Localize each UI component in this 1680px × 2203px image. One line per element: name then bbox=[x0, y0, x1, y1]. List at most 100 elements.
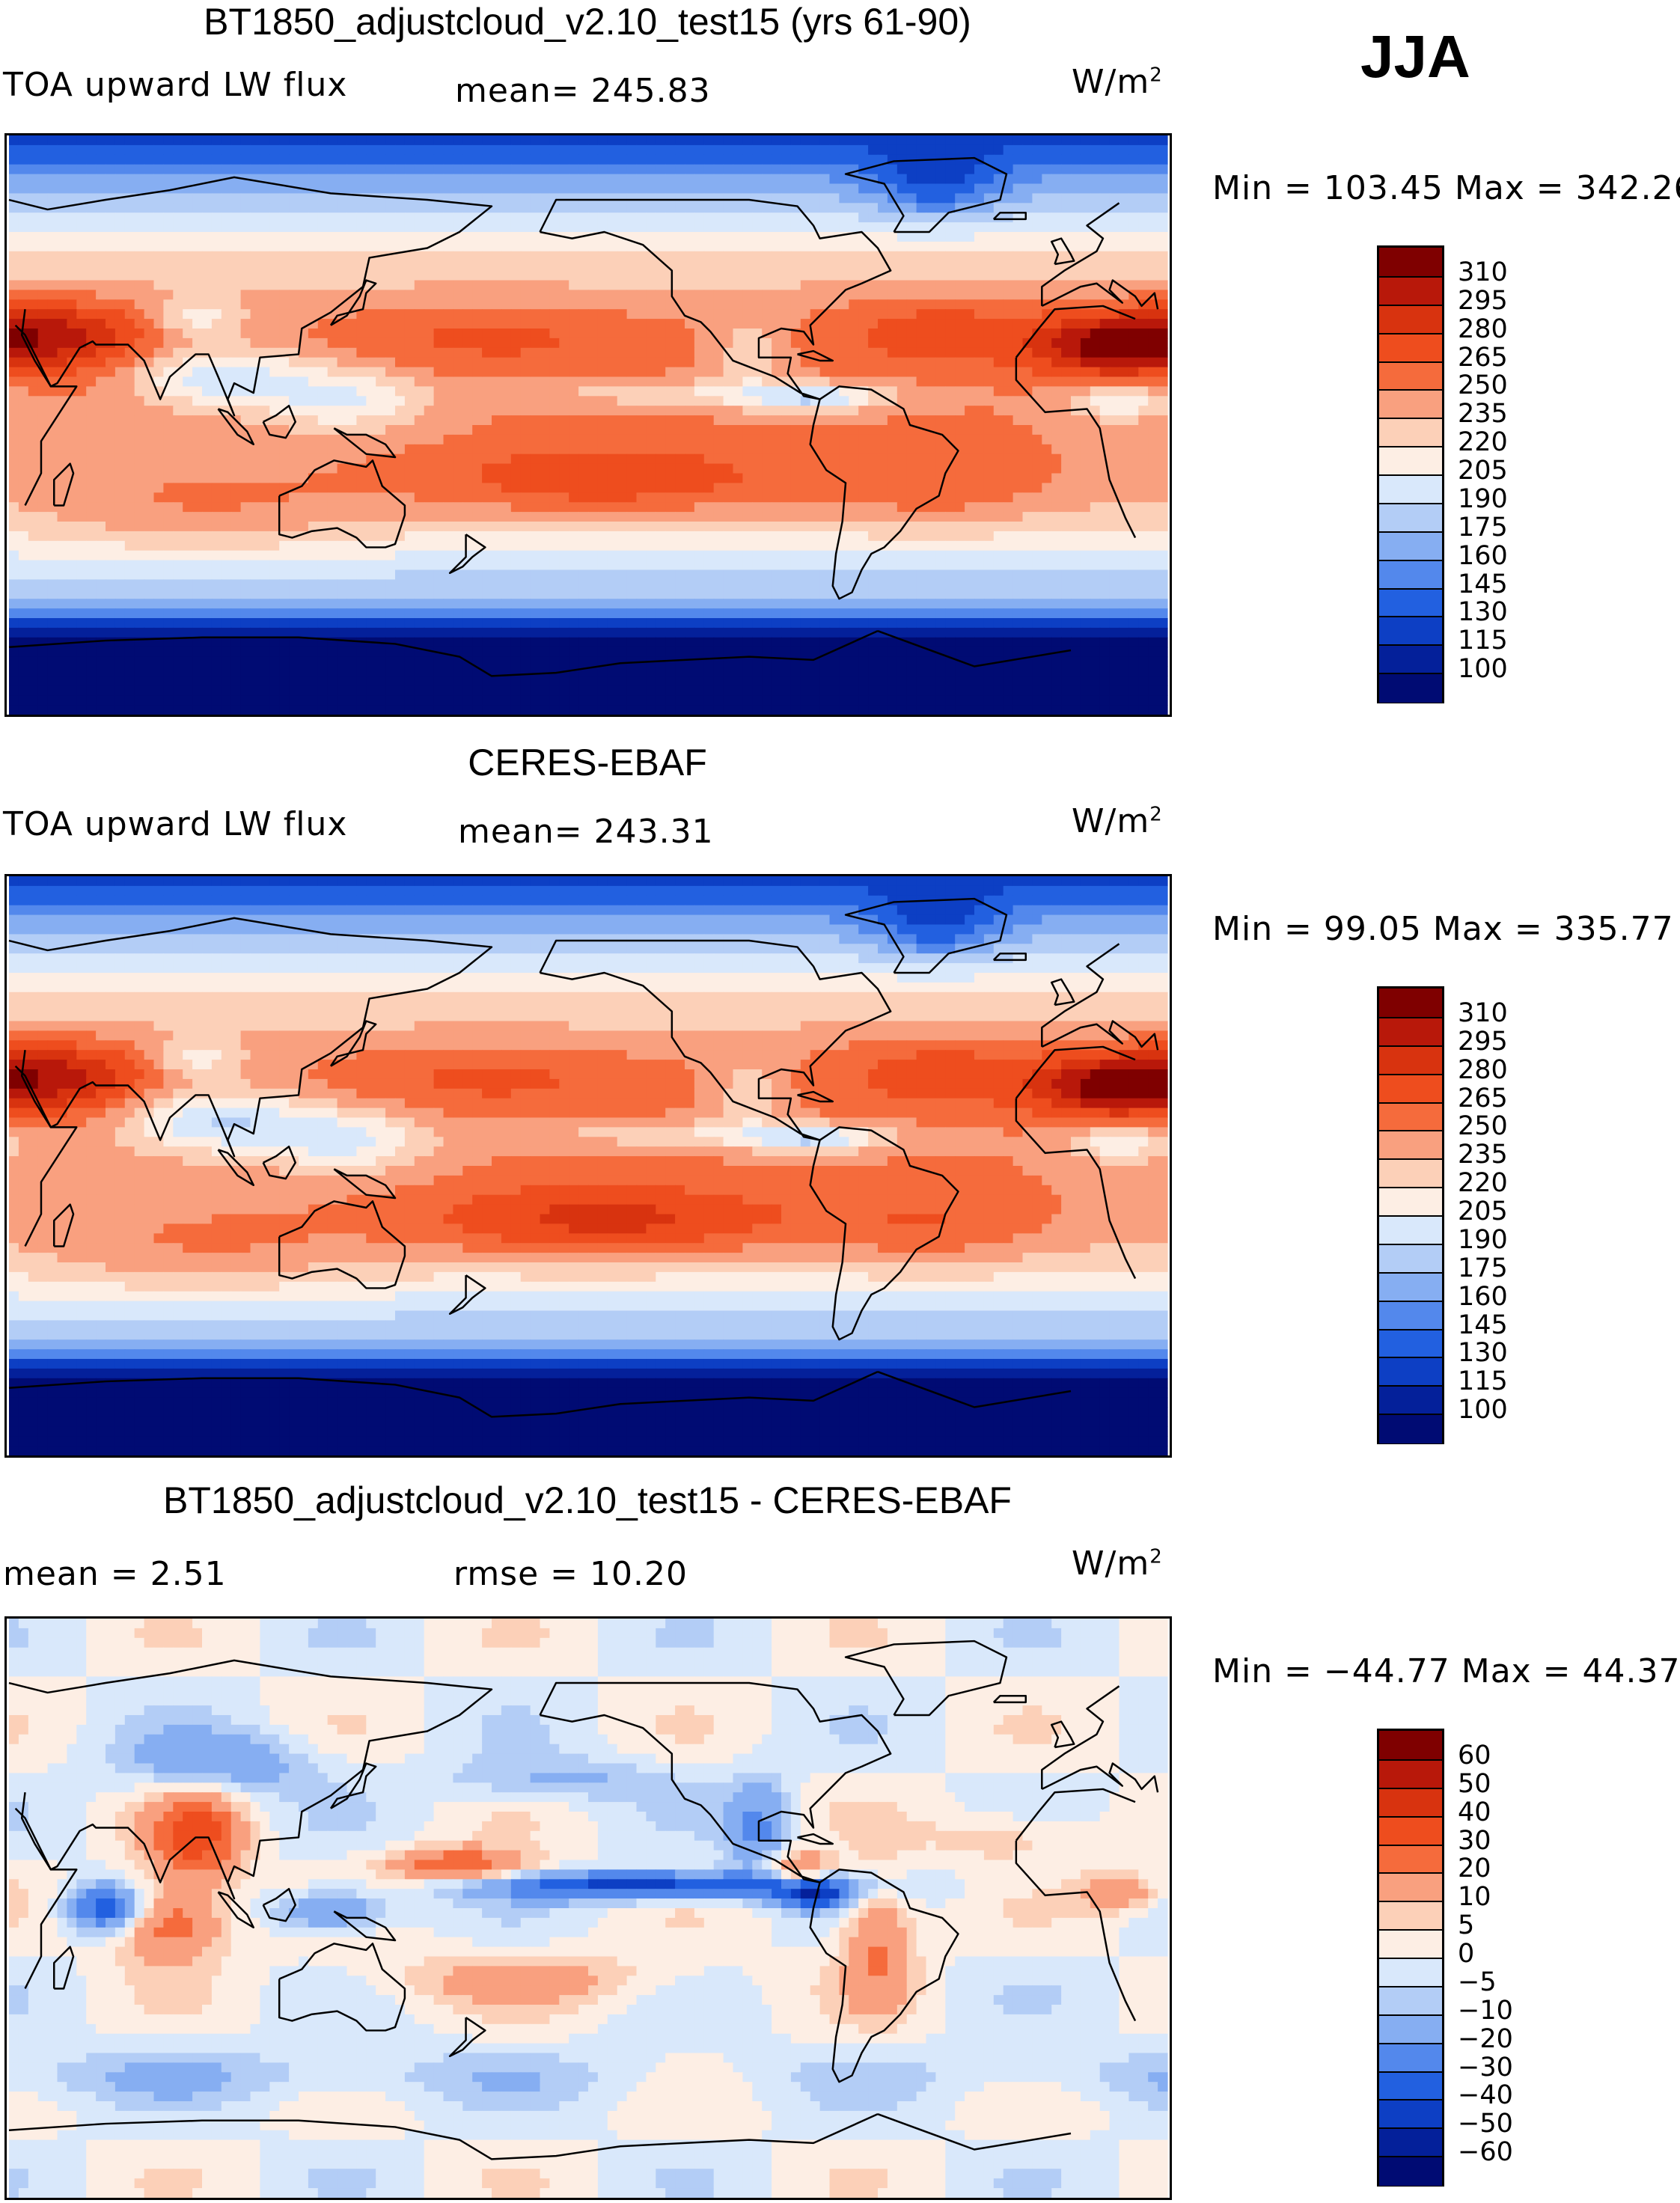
heatmap-cell bbox=[18, 463, 29, 474]
heatmap-cell bbox=[1061, 203, 1072, 213]
heatmap-cell bbox=[887, 319, 898, 329]
heatmap-cell bbox=[723, 337, 734, 349]
heatmap-cell bbox=[617, 425, 628, 436]
heatmap-cell bbox=[983, 144, 995, 156]
heatmap-cell bbox=[1022, 406, 1033, 416]
heatmap-cell bbox=[279, 483, 290, 493]
heatmap-cell bbox=[819, 213, 831, 223]
heatmap-cell bbox=[76, 213, 87, 223]
heatmap-cell bbox=[385, 522, 396, 532]
heatmap-cell bbox=[96, 251, 106, 262]
heatmap-cell bbox=[443, 425, 453, 436]
heatmap-cell bbox=[1080, 415, 1091, 426]
heatmap-cell bbox=[96, 213, 106, 223]
heatmap-cell bbox=[849, 357, 859, 368]
heatmap-cell bbox=[713, 319, 724, 329]
heatmap-cell bbox=[790, 425, 801, 436]
heatmap-cell bbox=[289, 232, 299, 242]
heatmap-cell bbox=[578, 531, 589, 542]
heatmap-cell bbox=[569, 154, 579, 165]
heatmap-cell bbox=[183, 193, 193, 204]
heatmap-cell bbox=[1022, 376, 1033, 387]
heatmap-cell bbox=[153, 367, 164, 378]
heatmap-cell bbox=[1128, 154, 1139, 165]
heatmap-cell bbox=[1109, 522, 1120, 532]
heatmap-cell bbox=[106, 299, 116, 310]
heatmap-cell bbox=[945, 270, 956, 281]
heatmap-cell bbox=[279, 154, 290, 165]
heatmap-cell bbox=[337, 367, 348, 378]
heatmap-cell bbox=[327, 502, 338, 513]
heatmap-cell bbox=[453, 299, 463, 310]
heatmap-cell bbox=[57, 232, 67, 242]
heatmap-cell bbox=[626, 213, 638, 223]
heatmap-cell bbox=[559, 222, 569, 233]
heatmap-cell bbox=[762, 444, 772, 455]
heatmap-cell bbox=[1032, 232, 1042, 242]
heatmap-cell bbox=[626, 280, 638, 290]
heatmap-cell bbox=[1138, 222, 1149, 233]
heatmap-cell bbox=[472, 222, 483, 233]
heatmap-cell bbox=[308, 444, 319, 455]
panel-1-variable-label: TOA upward LW flux bbox=[3, 66, 347, 104]
heatmap-cell bbox=[549, 270, 560, 281]
heatmap-cell bbox=[955, 415, 965, 426]
heatmap-cell bbox=[404, 203, 415, 213]
heatmap-cell bbox=[221, 337, 232, 349]
heatmap-cell bbox=[781, 512, 792, 522]
heatmap-cell bbox=[849, 309, 859, 320]
heatmap-cell bbox=[1012, 270, 1024, 281]
heatmap-cell bbox=[530, 463, 541, 474]
heatmap-cell bbox=[588, 522, 599, 532]
heatmap-cell bbox=[1090, 290, 1101, 300]
heatmap-cell bbox=[762, 406, 772, 416]
heatmap-cell bbox=[317, 444, 329, 455]
heatmap-cell bbox=[173, 329, 183, 339]
heatmap-cell bbox=[337, 502, 348, 513]
heatmap-cell bbox=[1032, 222, 1042, 233]
heatmap-cell bbox=[1003, 357, 1014, 368]
heatmap-cell bbox=[974, 241, 985, 252]
heatmap-cell bbox=[202, 251, 213, 262]
heatmap-cell bbox=[230, 337, 242, 349]
heatmap-cell bbox=[337, 337, 348, 349]
heatmap-cell bbox=[1138, 270, 1149, 281]
heatmap-cell bbox=[279, 260, 290, 272]
heatmap-cell bbox=[67, 453, 77, 465]
heatmap-cell bbox=[67, 309, 77, 320]
heatmap-cell bbox=[790, 174, 801, 185]
heatmap-cell bbox=[240, 154, 251, 165]
heatmap-cell bbox=[974, 290, 985, 300]
heatmap-cell bbox=[762, 337, 772, 349]
heatmap-cell bbox=[404, 232, 415, 242]
heatmap-cell bbox=[626, 406, 638, 416]
heatmap-cell bbox=[965, 434, 975, 445]
heatmap-cell bbox=[607, 425, 618, 436]
heatmap-cell bbox=[675, 260, 685, 272]
heatmap-cell bbox=[76, 376, 87, 387]
heatmap-cell bbox=[443, 415, 453, 426]
heatmap-cell bbox=[1099, 241, 1111, 252]
heatmap-cell bbox=[308, 183, 319, 194]
heatmap-cell bbox=[1051, 319, 1062, 329]
heatmap-cell bbox=[1022, 144, 1033, 156]
heatmap-cell bbox=[395, 135, 406, 146]
heatmap-cell bbox=[685, 251, 695, 262]
heatmap-cell bbox=[482, 337, 492, 349]
heatmap-cell bbox=[520, 396, 531, 406]
heatmap-cell bbox=[327, 299, 338, 310]
heatmap-cell bbox=[414, 367, 425, 378]
heatmap-cell bbox=[549, 193, 560, 204]
heatmap-cell bbox=[202, 531, 213, 542]
heatmap-cell bbox=[896, 241, 908, 252]
heatmap-cell bbox=[665, 347, 676, 358]
heatmap-cell bbox=[617, 406, 628, 416]
heatmap-cell bbox=[1128, 280, 1139, 290]
heatmap-cell bbox=[945, 280, 956, 290]
heatmap-cell bbox=[67, 502, 77, 513]
heatmap-cell bbox=[1119, 425, 1129, 436]
heatmap-cell bbox=[37, 232, 49, 242]
heatmap-cell bbox=[656, 309, 666, 320]
heatmap-cell bbox=[269, 396, 280, 406]
heatmap-cell bbox=[1080, 453, 1091, 465]
